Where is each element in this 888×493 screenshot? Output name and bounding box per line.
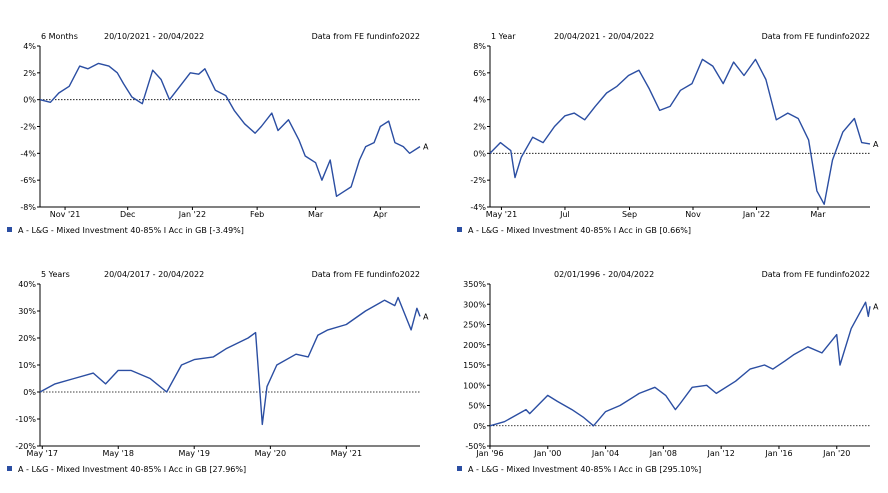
x-tick-label: Jan '20 [822,449,850,458]
y-tick-label: 6% [473,69,486,78]
x-tick-label: Jan '16 [764,449,792,458]
x-tick-label: May '21 [486,210,517,219]
y-tick-label: -6% [20,176,36,185]
y-tick-label: 30% [18,307,36,316]
x-tick-label: Jan '22 [178,210,206,219]
x-tick-label: Sep [622,210,637,219]
period-label: 6 Months [41,32,78,41]
x-tick-label: Jan '96 [475,449,503,458]
chart-panel-2: 1 Year 20/04/2021 - 20/04/2022 Data from F… [457,32,879,235]
chart-panel-4: 02/01/1996 - 20/04/2022 Data from FE fund… [457,270,879,474]
x-tick-label: Jan '12 [707,449,735,458]
y-tick-label: 0% [473,149,486,158]
y-tick-label: 2% [23,69,36,78]
series-line-a [490,302,870,426]
period-label: 1 Year [491,32,516,41]
y-tick-label: 0% [23,96,36,105]
y-tick-label: -2% [20,123,36,132]
chart-panel-1: 6 Months 20/10/2021 - 20/04/2022 Data from… [7,32,429,235]
x-tick-label: Jan '00 [533,449,561,458]
legend-text: A - L&G - Mixed Investment 40-85% I Acc … [468,226,691,235]
x-tick-label: May '17 [27,449,58,458]
x-tick-label: Jan '04 [591,449,619,458]
series-end-label: A [873,302,879,311]
x-tick-label: May '18 [103,449,134,458]
y-tick-label: 0% [473,422,486,431]
y-tick-label: 20% [18,334,36,343]
y-tick-label: 4% [473,96,486,105]
date-range: 20/04/2021 - 20/04/2022 [554,32,654,41]
y-tick-label: 4% [23,42,36,51]
y-tick-label: 250% [463,321,486,330]
x-tick-label: May '19 [178,449,209,458]
x-tick-label: Apr [373,210,388,219]
x-tick-label: Feb [250,210,264,219]
period-label: 5 Years [41,270,70,279]
date-range: 02/01/1996 - 20/04/2022 [554,270,654,279]
x-tick-label: Nov [685,210,701,219]
data-source: Data from FE fundinfo2022 [312,270,420,279]
y-tick-label: -4% [470,203,486,212]
date-range: 20/10/2021 - 20/04/2022 [104,32,204,41]
series-end-label: A [423,143,429,152]
series-line-a [40,298,420,425]
series-line-a [40,63,420,196]
data-source: Data from FE fundinfo2022 [762,270,870,279]
date-range: 20/04/2017 - 20/04/2022 [104,270,204,279]
y-tick-label: 300% [463,300,486,309]
y-tick-label: 100% [463,381,486,390]
legend-text: A - L&G - Mixed Investment 40-85% I Acc … [468,465,701,474]
y-tick-label: -10% [15,415,36,424]
data-source: Data from FE fundinfo2022 [312,32,420,41]
x-tick-label: Nov '21 [50,210,81,219]
legend-swatch [457,466,462,471]
y-tick-label: -2% [470,176,486,185]
y-tick-label: 350% [463,280,486,289]
x-tick-label: Jul [559,210,570,219]
legend-swatch [7,466,12,471]
y-tick-label: 2% [473,123,486,132]
x-tick-label: Mar [810,210,826,219]
series-end-label: A [873,140,879,149]
x-tick-label: Mar [308,210,324,219]
y-tick-label: -8% [20,203,36,212]
y-tick-label: 0% [23,388,36,397]
legend-swatch [7,227,12,232]
x-tick-label: Jan '22 [742,210,770,219]
x-tick-label: Jan '08 [649,449,677,458]
y-tick-label: 150% [463,361,486,370]
y-tick-label: 40% [18,280,36,289]
y-tick-label: 10% [18,361,36,370]
chart-panel-3: 5 Years 20/04/2017 - 20/04/2022 Data from … [7,270,429,474]
x-tick-label: Dec [120,210,135,219]
y-tick-label: 200% [463,341,486,350]
legend-swatch [457,227,462,232]
x-tick-label: May '21 [331,449,362,458]
y-tick-label: 50% [468,402,486,411]
y-tick-label: -4% [20,149,36,158]
y-tick-label: 8% [473,42,486,51]
legend-text: A - L&G - Mixed Investment 40-85% I Acc … [18,465,246,474]
data-source: Data from FE fundinfo2022 [762,32,870,41]
series-end-label: A [423,312,429,321]
legend-text: A - L&G - Mixed Investment 40-85% I Acc … [18,226,244,235]
series-line-a [490,59,870,204]
fund-performance-charts: 6 Months 20/10/2021 - 20/04/2022 Data from… [0,0,888,493]
x-tick-label: May '20 [255,449,286,458]
